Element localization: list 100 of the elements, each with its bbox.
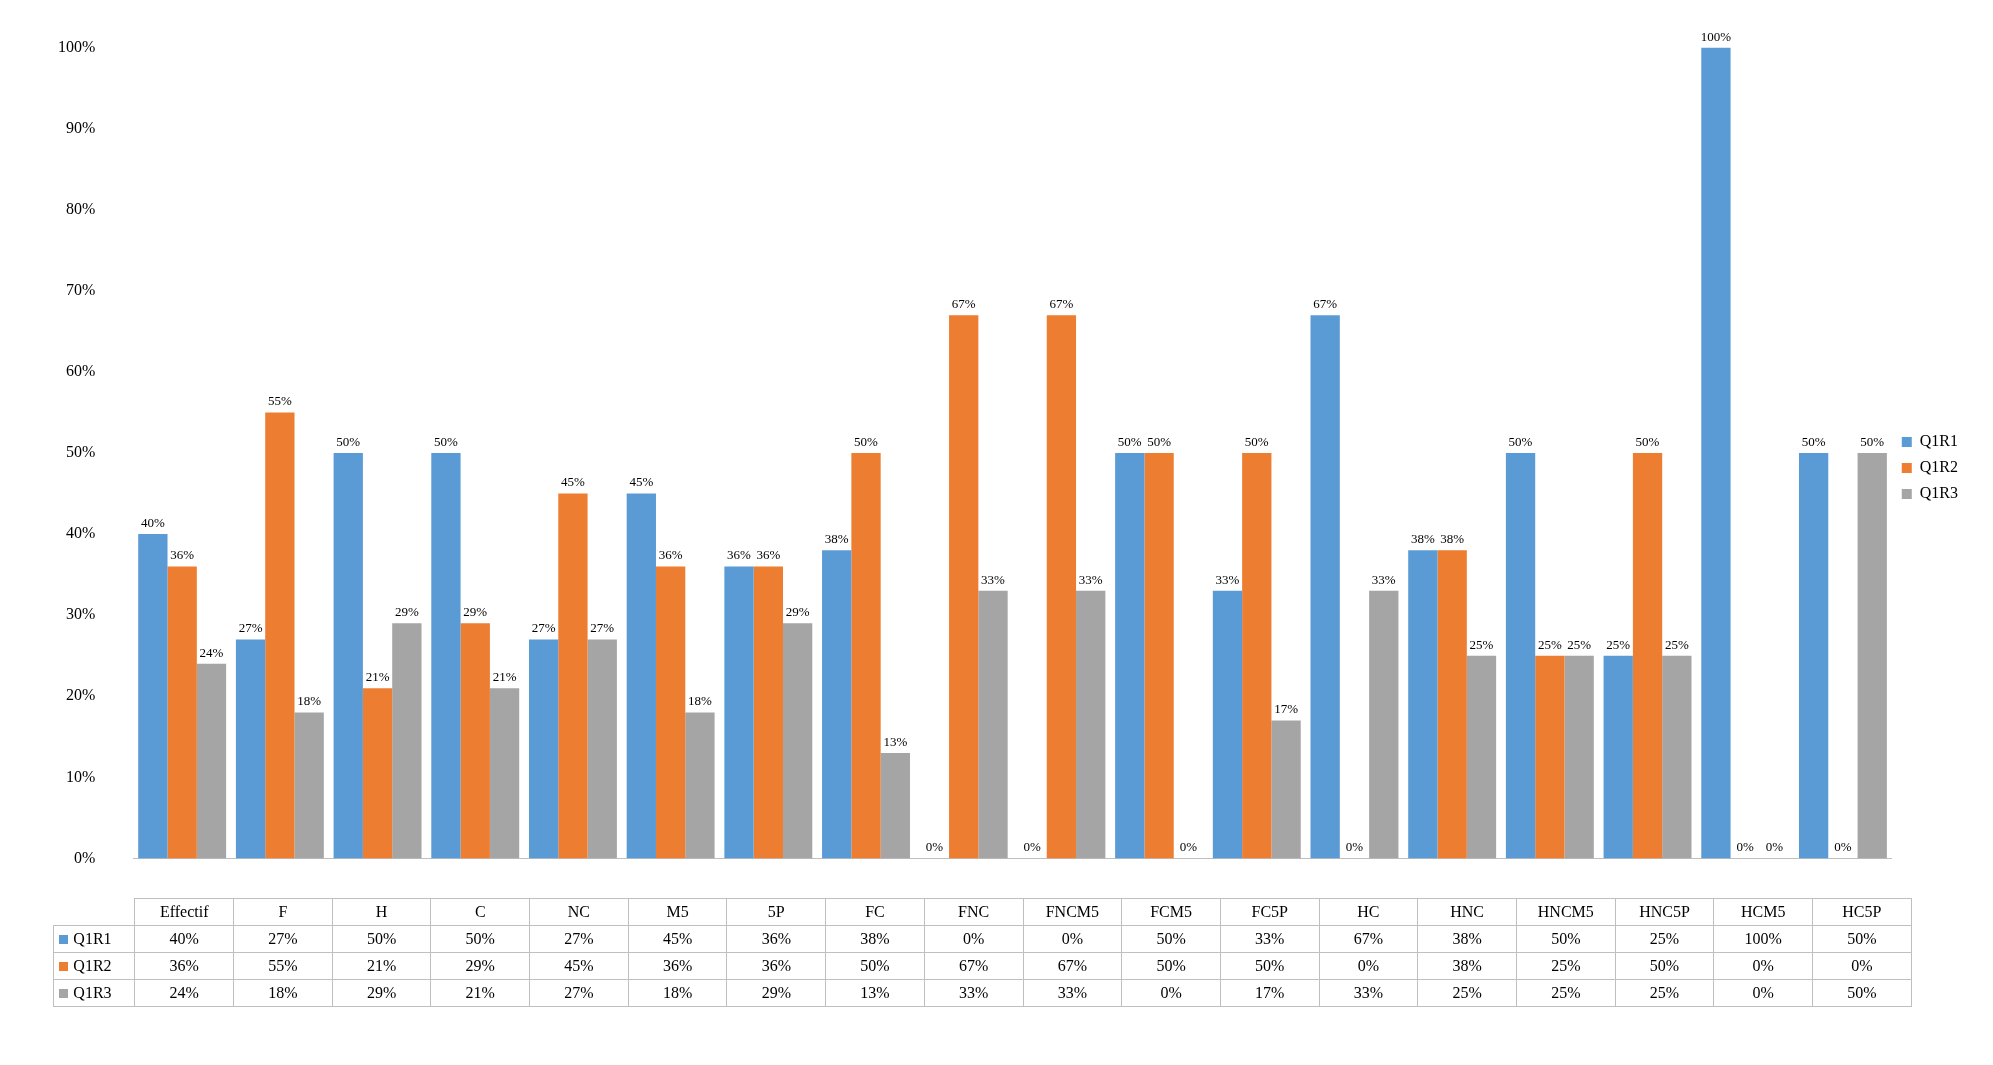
text: 17% bbox=[1274, 701, 1299, 717]
bar bbox=[1369, 590, 1399, 859]
data-label: 25% bbox=[1615, 925, 1714, 953]
data-label: 0% bbox=[1023, 925, 1122, 953]
data-label: 67% bbox=[924, 952, 1024, 980]
text: 27% bbox=[238, 620, 263, 636]
data-label: 38% bbox=[1417, 952, 1517, 980]
bar bbox=[1701, 47, 1731, 859]
text: 50% bbox=[336, 433, 361, 449]
text: 45% bbox=[561, 474, 585, 490]
data-label: 45% bbox=[628, 925, 727, 953]
y-tick-label: 80% bbox=[66, 199, 96, 217]
text: 29% bbox=[463, 604, 488, 620]
bar bbox=[949, 315, 979, 859]
x-tick-label: FNCM5 bbox=[1023, 898, 1122, 926]
x-tick-label: HC bbox=[1319, 898, 1418, 926]
data-label: 29% bbox=[726, 979, 826, 1007]
data-label: 27% bbox=[233, 925, 333, 953]
data-label: 40% bbox=[134, 925, 234, 953]
data-label: 25% bbox=[1516, 952, 1616, 980]
text: 100% bbox=[1700, 28, 1732, 44]
text: 0% bbox=[1765, 839, 1784, 855]
data-label: 29% bbox=[332, 979, 431, 1007]
bar bbox=[587, 639, 617, 859]
data-label: 50% bbox=[825, 952, 925, 980]
data-label: 38% bbox=[825, 925, 925, 953]
x-tick-label: FC5P bbox=[1220, 898, 1320, 926]
text: 67% bbox=[1313, 296, 1338, 312]
bar bbox=[392, 623, 422, 859]
bar bbox=[626, 493, 656, 859]
data-label: 50% bbox=[1121, 925, 1221, 953]
data-label: 0% bbox=[924, 925, 1024, 953]
bar bbox=[655, 566, 686, 859]
text: 21% bbox=[492, 669, 517, 685]
data-label: 67% bbox=[1023, 952, 1122, 980]
text: 13% bbox=[883, 733, 908, 749]
bar bbox=[1115, 453, 1145, 859]
text: 25% bbox=[1537, 636, 1562, 652]
x-tick-label: HNC5P bbox=[1615, 898, 1714, 926]
x-tick-label: H bbox=[332, 898, 431, 926]
text: 25% bbox=[1664, 636, 1689, 652]
data-label: 50% bbox=[1121, 952, 1221, 980]
text: 25% bbox=[1606, 636, 1631, 652]
x-tick-label: HNCM5 bbox=[1516, 898, 1616, 926]
data-label: 0% bbox=[1319, 952, 1418, 980]
text: 33% bbox=[1371, 571, 1396, 587]
text: 29% bbox=[785, 604, 810, 620]
text: 27% bbox=[590, 620, 615, 636]
bar bbox=[1603, 655, 1633, 859]
text: 0% bbox=[1736, 839, 1754, 855]
text: 0% bbox=[1834, 839, 1852, 855]
text: Q1R2 bbox=[1919, 458, 1959, 476]
data-label: 100% bbox=[1713, 925, 1813, 953]
data-label: 33% bbox=[1023, 979, 1122, 1007]
bar bbox=[1271, 720, 1301, 859]
y-tick-label: 30% bbox=[66, 605, 96, 623]
bar bbox=[460, 623, 490, 859]
text: 27% bbox=[531, 620, 556, 636]
text: 0% bbox=[1023, 839, 1041, 855]
data-label: 18% bbox=[628, 979, 727, 1007]
bar bbox=[851, 453, 881, 859]
text: 50% bbox=[1635, 433, 1660, 449]
bar bbox=[1076, 590, 1106, 859]
text: 50% bbox=[1860, 433, 1885, 449]
bar bbox=[489, 688, 520, 859]
x-tick-label: NC bbox=[529, 898, 629, 926]
text: 29% bbox=[394, 604, 419, 620]
data-label: 17% bbox=[1220, 979, 1320, 1007]
text: 50% bbox=[1147, 433, 1172, 449]
bar bbox=[1535, 655, 1565, 859]
bar bbox=[724, 566, 754, 859]
data-label: 50% bbox=[1220, 952, 1320, 980]
data-label: 25% bbox=[1417, 979, 1517, 1007]
data-label: 0% bbox=[1812, 952, 1912, 980]
bar bbox=[1632, 453, 1663, 859]
data-label: 18% bbox=[233, 979, 333, 1007]
text: 21% bbox=[365, 669, 390, 685]
text: 50% bbox=[1508, 433, 1533, 449]
data-label: 38% bbox=[1417, 925, 1517, 953]
legend-label: Q1R3 bbox=[1919, 484, 1959, 502]
data-label: 0% bbox=[1713, 952, 1813, 980]
bar bbox=[1046, 315, 1077, 859]
y-tick-label: 50% bbox=[66, 443, 96, 461]
x-tick-label: FCM5 bbox=[1121, 898, 1221, 926]
x-tick-label: F bbox=[233, 898, 333, 926]
data-label: 27% bbox=[529, 925, 629, 953]
y-tick-label: 0% bbox=[74, 848, 96, 866]
data-label: 36% bbox=[628, 952, 727, 980]
x-tick-label: FC bbox=[825, 898, 925, 926]
bar bbox=[138, 534, 168, 859]
bar bbox=[1144, 453, 1174, 859]
data-label: 21% bbox=[332, 952, 431, 980]
y-tick-label: 100% bbox=[58, 37, 96, 55]
data-label: 21% bbox=[430, 979, 530, 1007]
data-label: 33% bbox=[1220, 925, 1320, 953]
bar bbox=[978, 590, 1008, 859]
x-tick-label: HCM5 bbox=[1713, 898, 1813, 926]
x-tick-label: Effectif bbox=[134, 898, 234, 926]
bar bbox=[294, 712, 324, 859]
data-label: 25% bbox=[1615, 979, 1714, 1007]
